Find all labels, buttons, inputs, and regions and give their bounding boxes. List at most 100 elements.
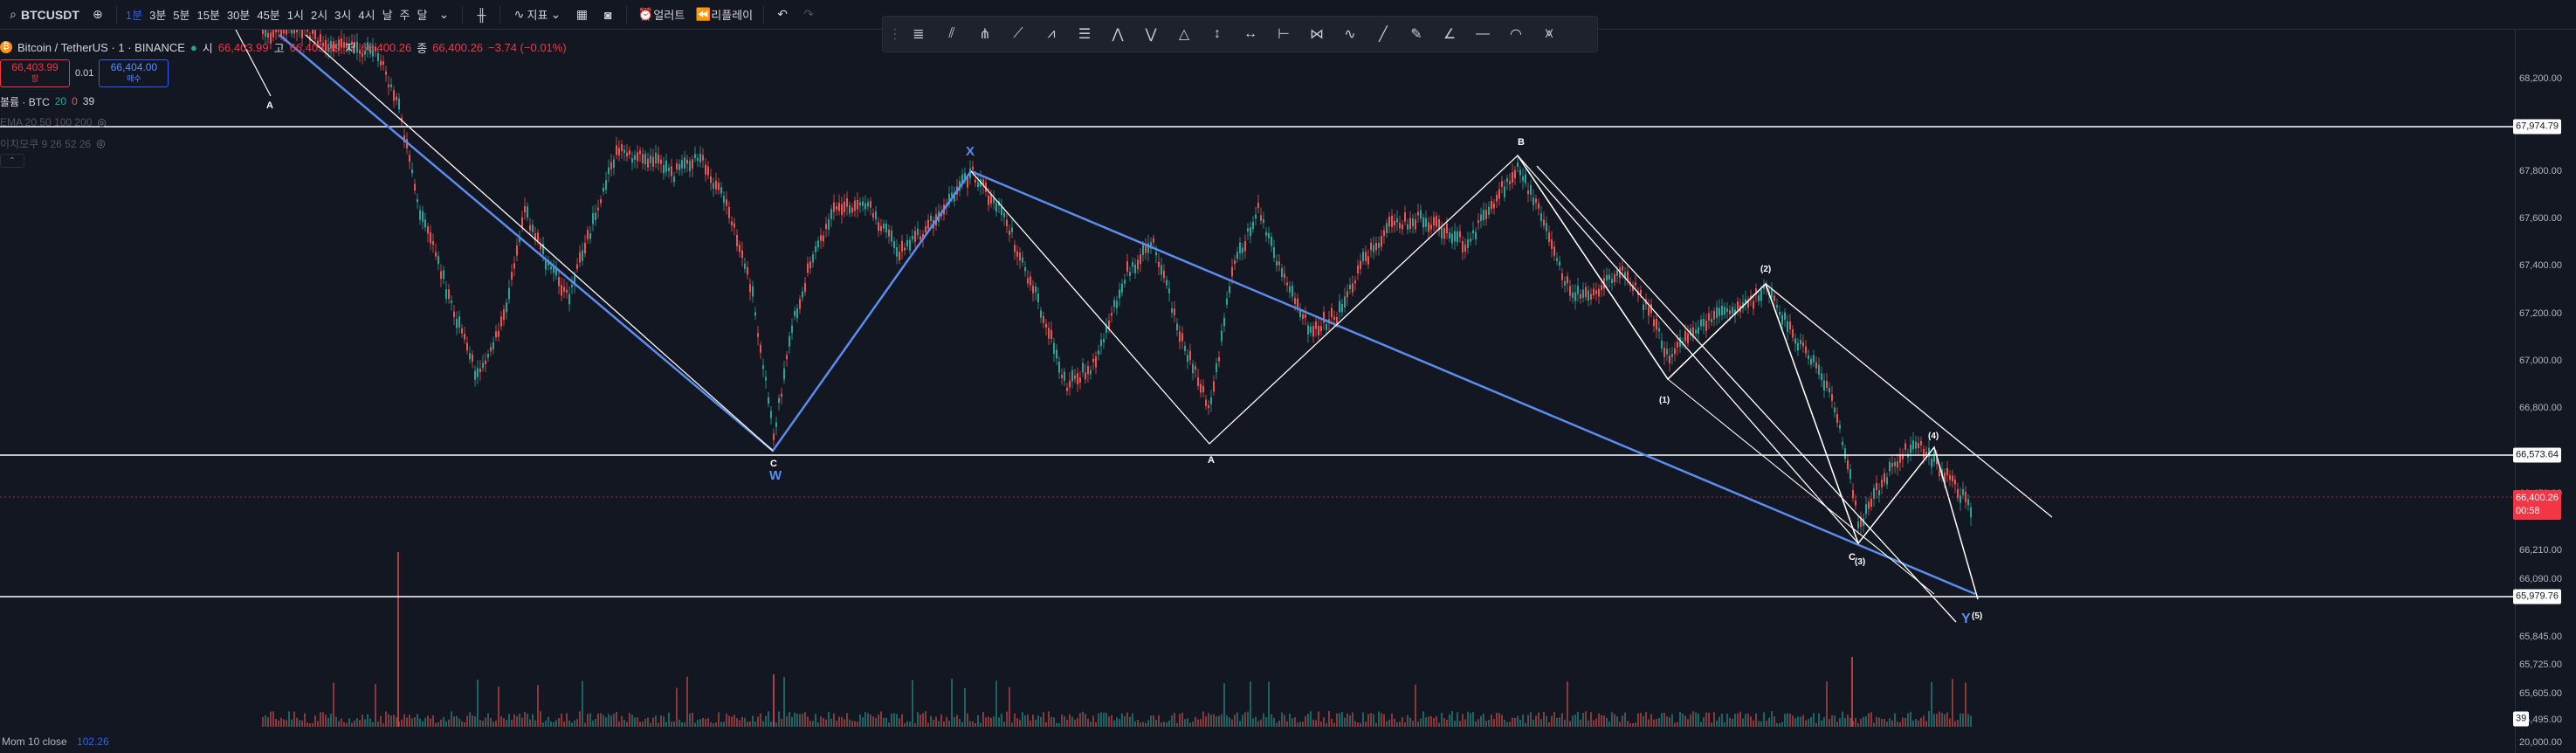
elliott-impulse-icon[interactable]: ⋀ — [1112, 27, 1124, 42]
indicators-button[interactable]: ∿ 지표 ⌄ — [506, 0, 568, 30]
current-price-value: 66,400.26 — [2516, 493, 2559, 503]
volume-bars — [262, 552, 1972, 727]
collapse-legend-button[interactable]: ⌃ — [0, 154, 24, 168]
ruler-icon[interactable]: ⊢ — [1278, 27, 1290, 42]
volume-label: 볼륨 · BTC — [0, 95, 50, 108]
timeframe-button[interactable]: 3시 — [334, 9, 352, 22]
toolbar-divider — [499, 5, 501, 24]
fib-retracement-icon[interactable]: ≣ — [913, 27, 925, 42]
blue-wave-wxy[interactable] — [279, 34, 1976, 596]
price-axis[interactable] — [2515, 30, 2576, 753]
timeframe-button[interactable]: 30분 — [226, 9, 251, 22]
white-corrective-line[interactable] — [970, 155, 1859, 544]
ichimoku-indicator-row[interactable]: 이치모쿠 9 26 52 26 ◎ — [0, 133, 567, 154]
price-tick-label: 67,800.00 — [2519, 166, 2562, 176]
timeframe-group: 1분 3분 5분 15분 30분 45분 1시 2시 3시 4시 날 주 달 — [122, 0, 431, 30]
alert-button[interactable]: ⏰ 얼러트 — [632, 0, 690, 30]
timeframe-button[interactable]: 주 — [399, 9, 410, 22]
drag-handle-icon[interactable]: ⋮ — [888, 27, 902, 42]
timeframe-button[interactable]: 15분 — [196, 9, 220, 22]
layout-button[interactable]: ◙ — [595, 0, 621, 30]
timeframe-button[interactable]: 달 — [417, 9, 428, 22]
trend-line-icon[interactable]: ╱ — [1379, 27, 1388, 42]
cycle-icon[interactable]: ◠ — [1510, 27, 1522, 42]
momentum-indicator-legend[interactable]: Mom 10 close 102.26 — [2, 736, 109, 748]
timeframe-button[interactable]: 5분 — [173, 9, 190, 22]
ema-indicator-row[interactable]: EMA 20 50 100 200 ◎ — [0, 112, 567, 133]
wave-labels: A X C W A B (1) (2) C (3) (4) Y (5) — [266, 100, 1982, 626]
eye-hidden-icon[interactable]: ◎ — [96, 137, 106, 149]
hline-label-upper: 67,974.79 — [2513, 119, 2561, 135]
price-tick-label: 67,600.00 — [2519, 213, 2562, 224]
momentum-label: Mom 10 close — [2, 736, 67, 748]
fib-fan-icon[interactable]: ⩘ — [1047, 26, 1056, 41]
compare-button[interactable]: ⊕ — [85, 0, 111, 30]
parallel-channel-icon[interactable]: ⫽ — [948, 26, 955, 41]
low-value: 66,400.26 — [361, 40, 412, 54]
chevron-down-icon: ⌄ — [550, 7, 561, 21]
abcd-pattern-icon[interactable]: ⩙ — [1545, 26, 1553, 41]
wave-label-c3-c: C — [1849, 552, 1856, 563]
horizontal-line-icon[interactable]: — — [1476, 26, 1490, 41]
candles-icon: ╫ — [477, 7, 486, 22]
plus-circle-icon: ⊕ — [93, 7, 103, 21]
eye-hidden-icon[interactable]: ◎ — [97, 116, 107, 128]
spread-value: 0.01 — [75, 68, 94, 79]
timeframe-button[interactable]: 날 — [382, 9, 393, 22]
top-a-line[interactable] — [235, 29, 272, 97]
wave-label-mid-a: A — [1208, 455, 1215, 466]
price-tick-label: 65,845.00 — [2519, 632, 2562, 642]
timeframe-button[interactable]: 1시 — [286, 9, 304, 22]
redo-button[interactable]: ↷ — [796, 0, 822, 30]
ichimoku-label: 이치모쿠 9 26 52 26 — [0, 137, 92, 150]
open-value: 66,403.99 — [217, 40, 269, 54]
templates-button[interactable]: ▦ — [568, 0, 595, 30]
wave-label-top-a: A — [266, 100, 273, 111]
elliott-correction-icon[interactable]: ⋁ — [1145, 27, 1157, 42]
pitchfork-icon[interactable]: ⋔ — [979, 27, 991, 42]
high-label: 고 — [273, 41, 285, 55]
timeframe-button[interactable]: 45분 — [257, 9, 280, 22]
price-tick-label: 65,725.00 — [2519, 660, 2562, 670]
horizontal-levels[interactable] — [0, 126, 2515, 598]
sell-button[interactable]: 66,403.99 팜 — [0, 59, 70, 87]
white-wave-abc[interactable] — [305, 34, 774, 452]
channel-line-c[interactable] — [1667, 378, 1935, 595]
path-icon[interactable]: ∿ — [1344, 27, 1356, 42]
price-tick-label: 66,800.00 — [2519, 403, 2562, 413]
wave-label-w: W — [769, 468, 782, 483]
timeframe-button[interactable]: 1분 — [125, 9, 143, 22]
angle-icon[interactable]: ∠ — [1443, 27, 1457, 42]
buy-button[interactable]: 66,404.00 매수 — [99, 59, 169, 87]
price-tick-label: 67,200.00 — [2519, 308, 2562, 319]
price-range-icon[interactable]: ↕ — [1214, 26, 1221, 41]
fib-channel-icon[interactable]: ☰ — [1078, 27, 1092, 42]
elliott-triangle-icon[interactable]: △ — [1178, 27, 1190, 42]
timeframe-button[interactable]: 3분 — [149, 9, 167, 22]
timeframe-button[interactable]: 4시 — [358, 9, 375, 22]
symbol-legend-row[interactable]: ₿ Bitcoin / TetherUS · 1 · BINANCE ● 시 66… — [0, 38, 567, 56]
brush-icon[interactable]: ✎ — [1410, 27, 1422, 42]
gann-fan-icon[interactable]: ⟋ — [1013, 26, 1023, 41]
replay-button[interactable]: ⏪ 리플레이 — [690, 0, 758, 30]
channel-line-a[interactable] — [1536, 165, 1957, 623]
wave-label-b: B — [1518, 137, 1525, 148]
undo-button[interactable]: ↶ — [769, 0, 796, 30]
xabcd-icon[interactable]: ⋈ — [1310, 27, 1324, 42]
elliott-wave-drawings[interactable] — [235, 29, 2053, 623]
volume-indicator-row[interactable]: 볼륨 · BTC 20 0 39 — [0, 91, 567, 112]
timeframe-button[interactable]: 2시 — [310, 9, 328, 22]
date-range-icon[interactable]: ↔ — [1243, 26, 1257, 41]
ema-label: EMA 20 50 100 200 — [0, 116, 93, 128]
high-value: 66,403.99 — [289, 40, 341, 54]
symbol-search[interactable]: ⌕ BTCUSDT — [0, 0, 85, 30]
alarm-clock-icon: ⏰ — [637, 7, 654, 21]
open-label: 시 — [202, 41, 213, 55]
impulse-wave-12345[interactable] — [1517, 155, 1979, 600]
chart-type-button[interactable]: ╫ — [468, 0, 494, 30]
timeframe-dropdown[interactable]: ⌄ — [430, 0, 457, 30]
toolbar-divider — [763, 5, 765, 24]
channel-line-b[interactable] — [1765, 283, 2053, 518]
order-buttons-row: 66,403.99 팜 0.01 66,404.00 매수 — [0, 56, 567, 91]
